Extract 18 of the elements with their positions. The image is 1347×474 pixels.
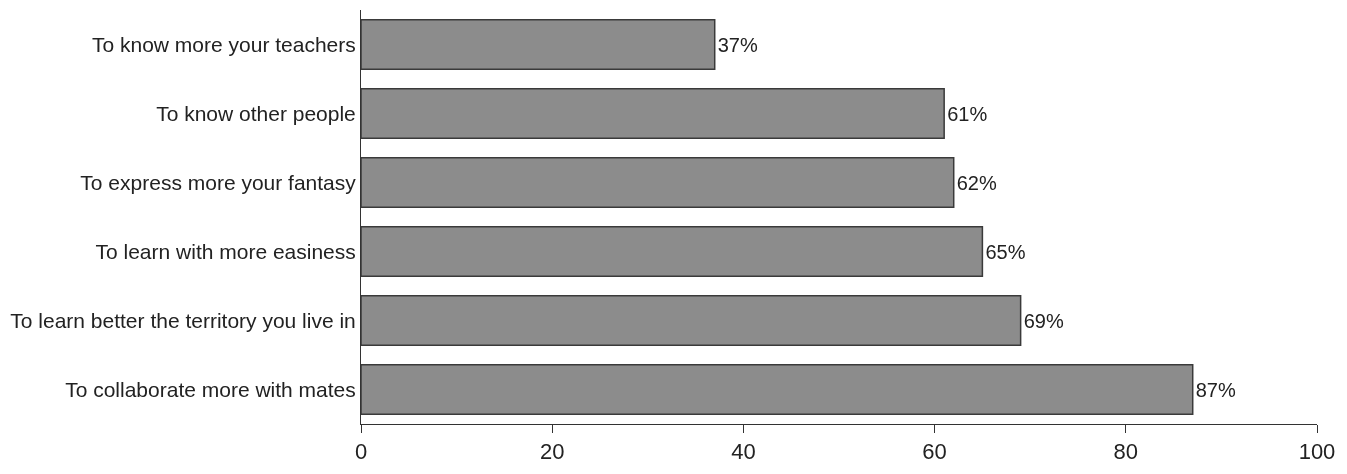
x-tick-label: 60: [922, 439, 947, 465]
y-tick-label: To learn with more easiness: [95, 239, 356, 263]
y-tick-label: To know more your teachers: [92, 32, 356, 56]
y-tick-label: To learn better the territory you live in: [10, 308, 356, 332]
data-label: 62%: [956, 171, 997, 194]
x-tick-label: 40: [731, 439, 756, 465]
x-tick-label: 100: [1298, 439, 1336, 465]
y-tick-label: To know other people: [156, 101, 356, 125]
x-tick-label: 20: [539, 439, 565, 465]
y-tick-label: To express more your fantasy: [80, 170, 357, 194]
data-label: 87%: [1195, 378, 1236, 401]
y-tick-label: To collaborate more with mates: [65, 377, 356, 401]
data-label: 69%: [1023, 309, 1064, 332]
data-label: 37%: [717, 33, 758, 56]
x-tick-label: 80: [1113, 439, 1139, 465]
data-label: 65%: [985, 240, 1026, 263]
data-label: 61%: [947, 102, 988, 125]
x-tick-label: 0: [354, 439, 368, 465]
